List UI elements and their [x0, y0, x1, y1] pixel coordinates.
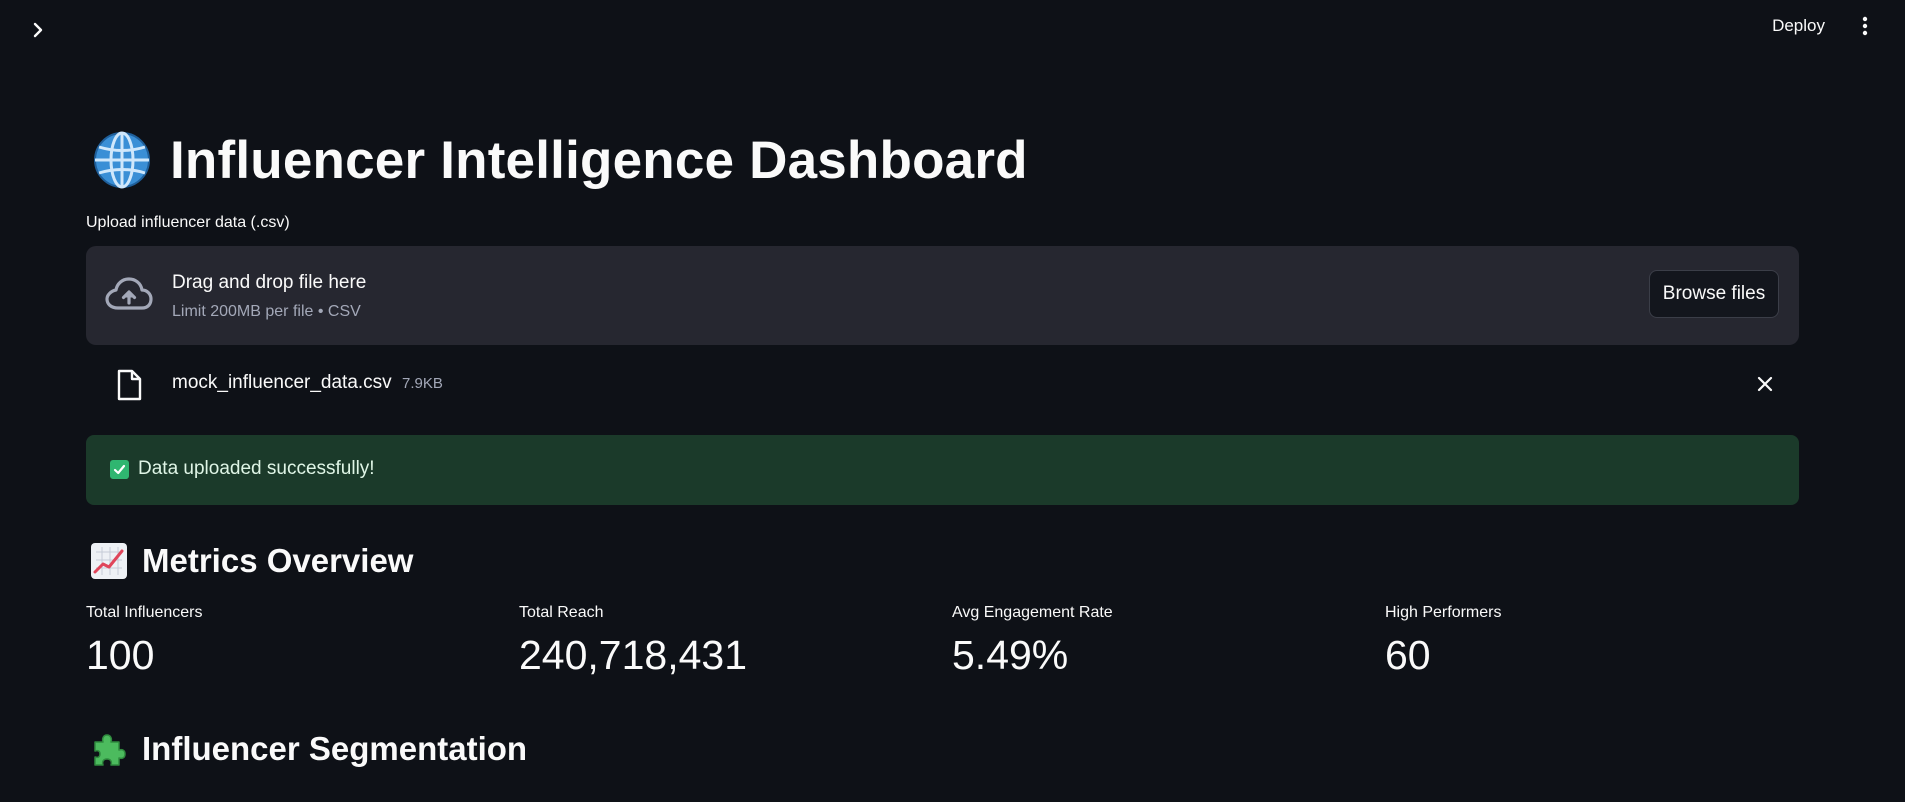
file-dropzone[interactable]: Drag and drop file here Limit 200MB per …: [86, 246, 1799, 345]
chevron-right-icon: [33, 22, 43, 38]
file-size: 7.9KB: [402, 375, 443, 392]
metric-avg-engagement-rate: Avg Engagement Rate 5.49%: [952, 604, 1352, 679]
metrics-overview-heading: Metrics Overview: [90, 537, 413, 585]
puzzle-piece-icon: [94, 734, 126, 766]
uploaded-file-row: mock_influencer_data.csv 7.9KB: [86, 364, 1799, 404]
globe-icon: [94, 131, 150, 189]
metric-value: 240,718,431: [519, 632, 748, 678]
metric-high-performers: High Performers 60: [1385, 604, 1785, 679]
file-name: mock_influencer_data.csv: [172, 372, 392, 393]
main-menu-button[interactable]: [1855, 12, 1875, 40]
deploy-button[interactable]: Deploy: [1772, 16, 1825, 35]
page-header: Influencer Intelligence Dashboard: [92, 120, 1028, 200]
check-mark-icon: [110, 460, 129, 479]
influencer-segmentation-title: Influencer Segmentation: [142, 730, 528, 767]
top-bar: Deploy: [0, 0, 1905, 56]
metric-total-reach: Total Reach 240,718,431: [519, 604, 919, 679]
metric-value: 100: [86, 632, 155, 678]
remove-file-button[interactable]: [1753, 372, 1777, 396]
success-alert: Data uploaded successfully!: [86, 435, 1799, 505]
metrics-overview-title: Metrics Overview: [142, 542, 414, 579]
expand-sidebar-button[interactable]: [26, 18, 50, 42]
chart-increasing-icon: [91, 543, 127, 579]
uploader-label: Upload influencer data (.csv): [86, 214, 290, 231]
influencer-segmentation-heading: Influencer Segmentation: [90, 725, 527, 773]
close-icon: [1757, 376, 1773, 392]
metrics-row: Total Influencers 100 Total Reach 240,71…: [86, 604, 1799, 684]
metric-label: Total Reach: [519, 604, 604, 621]
metric-label: Avg Engagement Rate: [952, 604, 1113, 621]
file-icon: [117, 369, 142, 401]
metric-value: 5.49%: [952, 632, 1069, 678]
success-message: Data uploaded successfully!: [138, 458, 375, 479]
page-title: Influencer Intelligence Dashboard: [170, 130, 1028, 190]
cloud-upload-icon: [105, 277, 153, 310]
browse-files-button[interactable]: Browse files: [1649, 270, 1779, 318]
dropzone-instructions: Drag and drop file here: [172, 272, 367, 293]
metric-value: 60: [1385, 632, 1431, 678]
metric-label: Total Influencers: [86, 604, 203, 621]
metric-label: High Performers: [1385, 604, 1502, 621]
dropzone-limit-text: Limit 200MB per file • CSV: [172, 303, 361, 320]
metric-total-influencers: Total Influencers 100: [86, 604, 486, 679]
more-vertical-icon: [1862, 16, 1868, 36]
